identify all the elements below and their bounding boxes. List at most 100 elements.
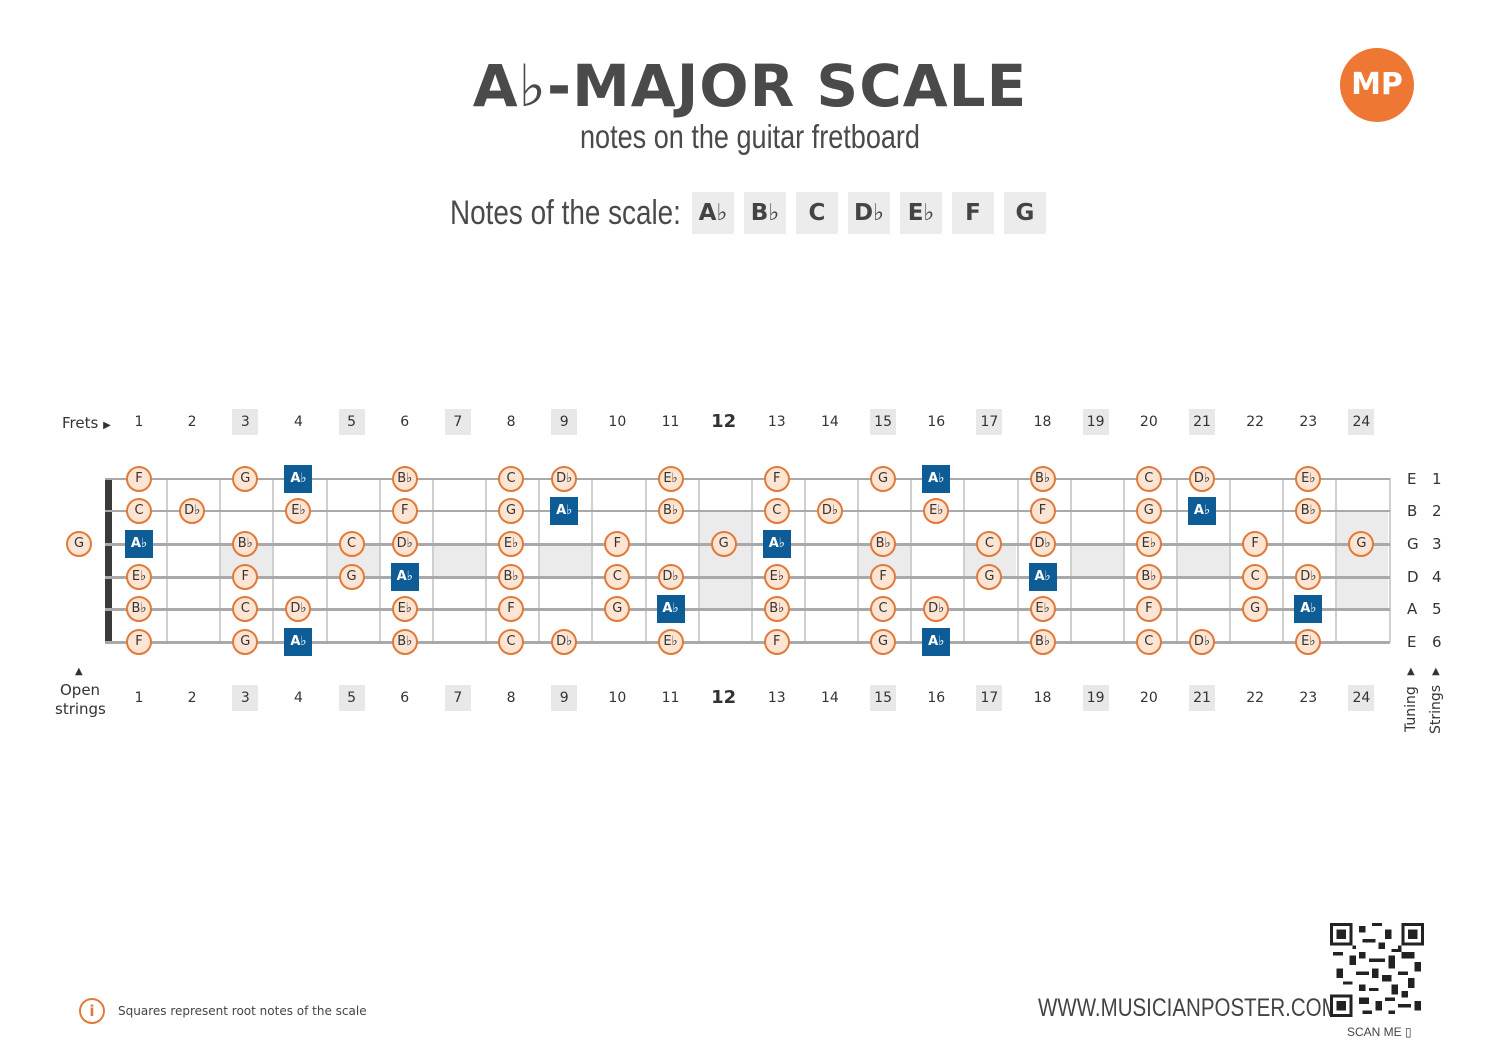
root-note-square[interactable]: A♭ [1188,497,1216,525]
qr-code-icon[interactable] [1330,923,1424,1017]
note-dot[interactable]: E♭ [657,629,684,655]
note-dot[interactable]: F [1242,531,1269,557]
note-dot[interactable]: F [870,564,897,590]
note-dot[interactable]: D♭ [391,531,418,557]
note-dot[interactable]: C [604,564,631,590]
note-dot[interactable]: B♭ [1029,466,1056,492]
musicianposter-logo[interactable]: MP [1340,48,1414,122]
note-dot[interactable]: G [710,531,737,557]
note-dot[interactable]: E♭ [1295,466,1322,492]
note-dot[interactable]: E♭ [126,564,152,590]
root-note-square[interactable]: A♭ [550,497,579,525]
note-dot[interactable]: C [976,531,1003,557]
note-dot[interactable]: B♭ [1029,629,1056,655]
root-note-square[interactable]: A♭ [922,465,951,493]
open-string-note[interactable]: G [66,531,92,557]
root-note-square[interactable]: A♭ [1294,595,1323,623]
note-dot[interactable]: F [763,466,790,492]
note-dot[interactable]: E♭ [923,498,950,524]
root-note-square[interactable]: A♭ [1028,563,1057,591]
fret-number: 18 [1033,414,1052,430]
note-dot[interactable]: G [870,466,897,492]
note-dot[interactable]: E♭ [391,596,418,622]
note-dot[interactable]: G [1135,498,1162,524]
note-dot[interactable]: G [604,596,631,622]
note-dot[interactable]: E♭ [657,466,684,492]
note-dot[interactable]: G [232,629,259,655]
note-dot[interactable]: B♭ [763,596,790,622]
note-dot[interactable]: F [604,531,631,557]
note-dot[interactable]: D♭ [923,596,950,622]
note-dot[interactable]: B♭ [391,629,418,655]
note-dot[interactable]: D♭ [1189,629,1215,655]
note-dot[interactable]: F [126,466,152,492]
fret-wire [166,478,169,642]
root-note-square[interactable]: A♭ [284,628,313,656]
tuning-note: B [1407,502,1418,520]
note-dot[interactable]: F [391,498,418,524]
guitar-string [105,640,1390,644]
note-dot[interactable]: B♭ [657,498,684,524]
root-note-square[interactable]: A♭ [284,465,313,493]
root-note-square[interactable]: A♭ [656,595,685,623]
root-note-square[interactable]: A♭ [922,628,951,656]
scan-me-label: SCAN ME ▯ [1347,1025,1412,1039]
note-dot[interactable]: F [126,629,152,655]
note-dot[interactable]: E♭ [1135,531,1162,557]
note-dot[interactable]: B♭ [391,466,418,492]
root-note-square[interactable]: A♭ [762,530,791,558]
note-dot[interactable]: B♭ [498,564,525,590]
note-dot[interactable]: C [870,596,897,622]
note-dot[interactable]: G [232,466,259,492]
note-dot[interactable]: E♭ [1029,596,1056,622]
note-dot[interactable]: B♭ [870,531,897,557]
page-subtitle: notes on the guitar fretboard [580,118,920,155]
note-dot[interactable]: G [498,498,525,524]
note-dot[interactable]: F [498,596,525,622]
root-note-square[interactable]: A♭ [390,563,419,591]
note-dot[interactable]: D♭ [551,629,578,655]
note-dot[interactable]: C [126,498,152,524]
note-dot[interactable]: D♭ [551,466,578,492]
frets-label-text: Frets [62,414,99,432]
note-dot[interactable]: C [1135,466,1162,492]
fret-number: 8 [506,690,516,706]
note-dot[interactable]: B♭ [126,596,152,622]
note-dot[interactable]: G [1242,596,1269,622]
note-dot[interactable]: C [232,596,259,622]
root-note-square[interactable]: A♭ [125,530,153,558]
note-dot[interactable]: F [232,564,259,590]
note-dot[interactable]: G [870,629,897,655]
note-dot[interactable]: C [763,498,790,524]
note-dot[interactable]: E♭ [1295,629,1322,655]
note-dot[interactable]: G [976,564,1003,590]
note-dot[interactable]: C [498,629,525,655]
note-dot[interactable]: B♭ [232,531,259,557]
note-dot[interactable]: C [1135,629,1162,655]
note-dot[interactable]: F [763,629,790,655]
note-dot[interactable]: B♭ [1135,564,1162,590]
note-dot[interactable]: D♭ [1189,466,1215,492]
note-dot[interactable]: G [338,564,365,590]
note-dot[interactable]: E♭ [498,531,525,557]
note-dot[interactable]: F [1029,498,1056,524]
note-dot[interactable]: D♭ [179,498,206,524]
note-dot[interactable]: E♭ [285,498,312,524]
fret-wire [1176,478,1178,642]
fret-number: 21 [1189,409,1215,435]
website-link[interactable]: WWW.MUSICIANPOSTER.COM [1038,994,1339,1022]
note-dot[interactable]: D♭ [816,498,843,524]
note-dot[interactable]: B♭ [1295,498,1322,524]
note-dot[interactable]: F [1135,596,1162,622]
note-dot[interactable]: D♭ [657,564,684,590]
fret-wire [325,478,328,642]
note-dot[interactable]: D♭ [285,596,312,622]
note-dot[interactable]: C [338,531,365,557]
note-dot[interactable]: C [498,466,525,492]
note-dot[interactable]: E♭ [763,564,790,590]
note-dot[interactable]: D♭ [1295,564,1322,590]
note-dot[interactable]: C [1242,564,1269,590]
note-dot[interactable]: D♭ [1029,531,1056,557]
note-dot[interactable]: G [1348,531,1375,557]
tuning-label: Tuning [1403,686,1419,732]
